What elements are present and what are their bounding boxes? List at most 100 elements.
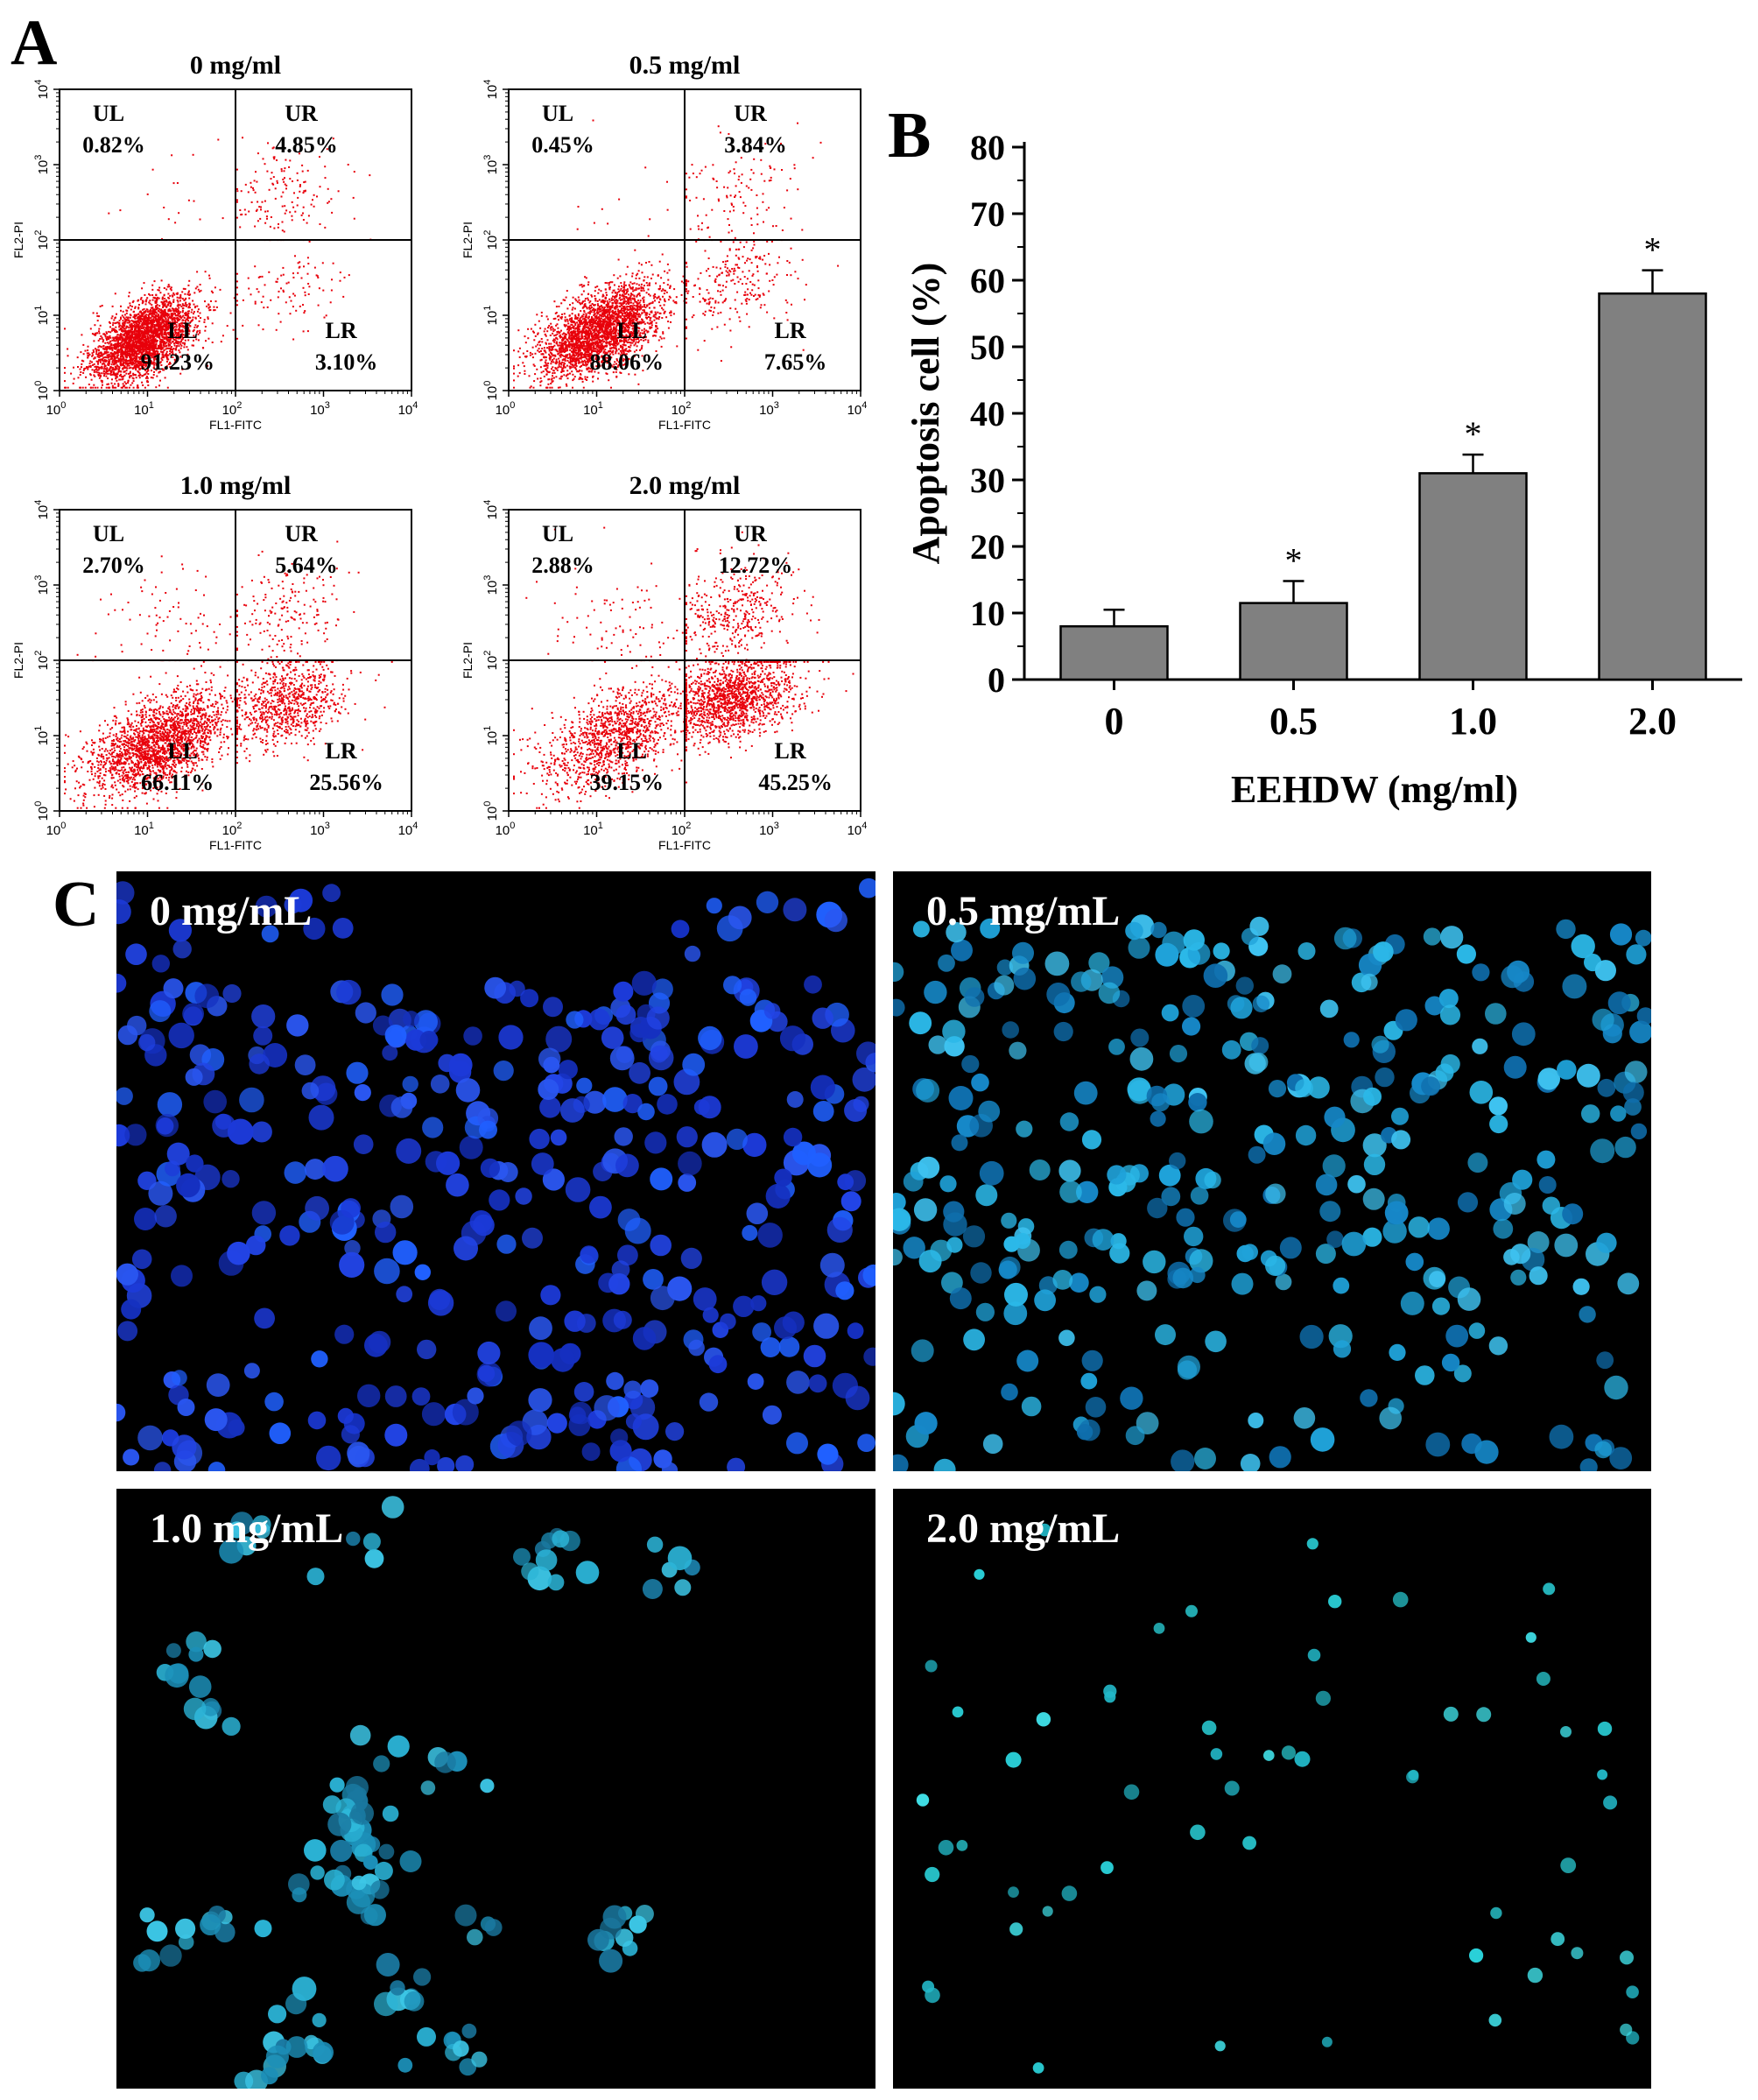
flow-event-dot — [295, 309, 298, 312]
flow-event-dot — [214, 309, 216, 312]
flow-event-dot — [150, 307, 152, 309]
flow-event-dot — [181, 315, 184, 318]
x-tick-label: 104 — [398, 400, 418, 418]
flow-event-dot — [115, 337, 117, 340]
flow-event-dot — [104, 360, 107, 363]
flow-event-dot — [304, 190, 306, 193]
flow-event-dot — [584, 298, 587, 300]
flow-event-dot — [641, 271, 643, 274]
flow-event-dot — [643, 289, 645, 292]
flow-event-dot — [92, 386, 95, 389]
flow-event-dot — [145, 314, 148, 316]
flow-event-dot — [266, 306, 269, 308]
flow-event-dot — [186, 293, 189, 296]
flow-event-dot — [106, 368, 109, 370]
flow-event-dot — [190, 311, 193, 314]
flow-event-dot — [306, 222, 308, 224]
flow-event-dot — [257, 324, 260, 327]
flow-event-dot — [102, 358, 104, 361]
flow-event-dot — [130, 348, 132, 349]
flow-event-dot — [549, 386, 552, 389]
flow-event-dot — [137, 327, 139, 329]
flow-event-dot — [655, 321, 657, 324]
flow-event-dot — [170, 342, 172, 344]
flow-event-dot — [628, 284, 630, 286]
flow-event-dot — [99, 366, 102, 369]
flow-event-dot — [618, 285, 620, 288]
flow-event-dot — [112, 321, 115, 324]
flow-event-dot — [248, 210, 250, 213]
flow-event-dot — [129, 372, 131, 375]
flow-event-dot — [167, 284, 170, 286]
flow-event-dot — [151, 284, 154, 286]
flow-event-dot — [669, 285, 672, 287]
flow-event-dot — [197, 308, 200, 311]
flow-event-dot — [513, 349, 515, 352]
flow-event-dot — [122, 322, 124, 325]
flow-event-dot — [282, 191, 285, 194]
flow-event-dot — [113, 319, 116, 321]
flow-event-dot — [287, 281, 290, 284]
flow-event-dot — [248, 287, 250, 290]
flow-event-dot — [161, 297, 164, 299]
flow-event-dot — [220, 341, 222, 343]
flow-event-dot — [172, 300, 175, 303]
flow-event-dot — [111, 355, 114, 357]
flow-event-dot — [260, 301, 263, 304]
flow-event-dot — [115, 374, 117, 377]
flow-event-dot — [640, 289, 643, 292]
flow-event-dot — [137, 299, 139, 302]
flow-event-dot — [154, 316, 157, 319]
flow-event-dot — [163, 342, 165, 345]
flow-event-dot — [277, 226, 279, 229]
flow-event-dot — [296, 172, 299, 174]
flow-event-dot — [643, 285, 645, 287]
flow-event-dot — [226, 325, 229, 328]
flow-event-dot — [146, 335, 149, 337]
flow-event-dot — [348, 274, 350, 277]
flow-event-dot — [242, 324, 244, 327]
flow-event-dot — [587, 362, 589, 364]
flow-event-dot — [266, 170, 269, 173]
flow-event-dot — [116, 360, 118, 363]
flow-event-dot — [159, 318, 162, 320]
flow-event-dot — [164, 303, 166, 306]
flow-event-dot — [580, 364, 582, 367]
flow-event-dot — [307, 215, 310, 217]
flow-event-dot — [648, 307, 650, 309]
flow-event-dot — [304, 310, 306, 313]
flow-event-dot — [313, 205, 315, 208]
flow-event-dot — [149, 326, 151, 328]
flow-event-dot — [222, 335, 224, 337]
flow-event-dot — [551, 360, 553, 363]
flow-event-dot — [133, 343, 136, 346]
flow-event-dot — [133, 354, 136, 356]
panel-label-a: A — [11, 7, 58, 79]
flow-event-dot — [155, 369, 158, 371]
flow-event-dot — [103, 375, 105, 377]
flow-event-dot — [157, 314, 159, 316]
flow-event-dot — [106, 339, 108, 341]
flow-event-dot — [144, 314, 146, 317]
flow-event-dot — [108, 347, 110, 349]
flow-event-dot — [125, 312, 128, 314]
flow-event-dot — [130, 357, 132, 360]
flow-event-dot — [132, 311, 135, 314]
flow-event-dot — [103, 352, 106, 355]
flow-event-dot — [168, 309, 171, 312]
flow-event-dot — [118, 338, 121, 341]
flow-event-dot — [155, 321, 158, 323]
flow-event-dot — [110, 347, 112, 349]
flow-event-dot — [141, 287, 144, 290]
flow-event-dot — [183, 346, 186, 349]
flow-event-dot — [292, 276, 295, 278]
flow-event-dot — [173, 344, 176, 347]
flow-event-dot — [192, 330, 194, 333]
flow-event-dot — [79, 374, 81, 376]
flow-event-dot — [114, 292, 116, 295]
flow-event-dot — [181, 303, 184, 306]
flow-event-dot — [112, 324, 114, 327]
flow-event-dot — [531, 346, 534, 349]
flow-event-dot — [242, 137, 243, 139]
flow-event-dot — [260, 206, 262, 208]
